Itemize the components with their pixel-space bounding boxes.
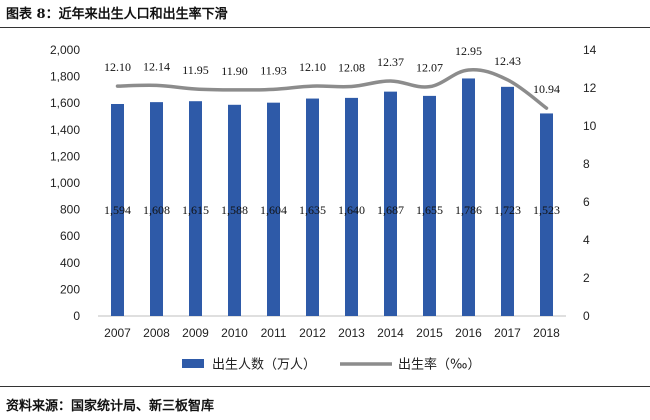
right-tick-label: 2 xyxy=(583,271,590,285)
rate-value-label: 12.37 xyxy=(377,55,404,69)
x-tick-label: 2010 xyxy=(221,326,248,340)
bar xyxy=(306,98,319,316)
rate-value-label: 12.10 xyxy=(104,60,131,74)
rate-value-label: 12.10 xyxy=(299,60,326,74)
left-tick-label: 1,400 xyxy=(50,123,80,137)
rate-value-label: 12.08 xyxy=(338,60,365,74)
x-tick-label: 2007 xyxy=(104,326,131,340)
left-tick-label: 400 xyxy=(60,256,80,270)
bar-value-label: 1,655 xyxy=(416,203,443,217)
right-tick-label: 12 xyxy=(583,81,597,95)
left-tick-label: 1,200 xyxy=(50,149,80,163)
x-tick-label: 2011 xyxy=(261,326,287,340)
bar xyxy=(189,101,202,316)
bar-labels-group: 1,594 1,608 1,615 1,588 1,604 1,635 1,640 1,687… xyxy=(104,203,560,217)
x-axis-ticks: 2007 2008 2009 2010 2011 2012 2013 2014 2015 2016… xyxy=(104,326,560,340)
left-tick-label: 200 xyxy=(60,282,80,296)
x-tick-label: 2009 xyxy=(182,326,209,340)
left-tick-label: 1,000 xyxy=(50,176,80,190)
bar xyxy=(150,102,163,316)
legend-line-label: 出生率（‰） xyxy=(398,357,480,373)
x-tick-label: 2012 xyxy=(299,326,326,340)
birth-rate-line xyxy=(115,67,549,110)
bar xyxy=(423,95,436,316)
rate-value-label: 11.90 xyxy=(221,64,248,78)
right-tick-label: 4 xyxy=(583,233,590,247)
bars-group xyxy=(111,78,553,317)
bar-value-label: 1,640 xyxy=(338,203,365,217)
rate-value-label: 12.07 xyxy=(416,61,443,75)
chart-title: 图表 8：近年来出生人口和出生率下滑 xyxy=(6,7,228,22)
bar xyxy=(267,102,280,316)
right-tick-label: 0 xyxy=(583,309,590,323)
bar xyxy=(384,91,397,316)
bar-value-label: 1,723 xyxy=(494,203,521,217)
left-tick-label: 1,800 xyxy=(50,70,80,84)
rate-value-label: 10.94 xyxy=(533,82,560,96)
right-tick-label: 10 xyxy=(583,119,597,133)
bottom-rule xyxy=(0,386,650,387)
bar xyxy=(228,104,241,317)
left-axis-ticks: 0 200 400 600 800 1,000 1,200 1,400 1,600 1,800 2,… xyxy=(50,43,80,323)
bar xyxy=(540,113,553,316)
bar xyxy=(111,103,124,316)
bar-value-label: 1,523 xyxy=(533,203,560,217)
rate-value-label: 12.14 xyxy=(143,59,170,73)
line-labels-group: 12.10 12.14 11.95 11.90 11.93 12.10 12.08 12.37… xyxy=(104,44,560,96)
legend-bar-swatch xyxy=(182,359,204,368)
x-tick-label: 2014 xyxy=(377,326,404,340)
right-tick-label: 6 xyxy=(583,195,590,209)
bar xyxy=(345,97,358,316)
legend: 出生人数（万人） 出生率（‰） xyxy=(182,357,480,373)
left-tick-label: 600 xyxy=(60,229,80,243)
bar-value-label: 1,604 xyxy=(260,203,287,217)
left-tick-label: 0 xyxy=(73,309,80,323)
x-tick-label: 2016 xyxy=(455,326,482,340)
legend-bar-label: 出生人数（万人） xyxy=(212,358,316,373)
left-tick-label: 800 xyxy=(60,203,80,217)
bar-value-label: 1,594 xyxy=(104,203,131,217)
x-tick-label: 2013 xyxy=(338,326,365,340)
rate-value-label: 11.95 xyxy=(182,63,209,77)
source-note: 资料来源：国家统计局、新三板智库 xyxy=(6,399,215,414)
right-tick-label: 8 xyxy=(583,157,590,171)
x-tick-label: 2008 xyxy=(143,326,170,340)
left-tick-label: 2,000 xyxy=(50,43,80,57)
bar xyxy=(462,78,475,316)
right-tick-label: 14 xyxy=(583,43,597,57)
right-axis-ticks: 0 2 4 6 8 10 12 14 xyxy=(583,43,597,323)
top-rule xyxy=(0,27,650,28)
rate-value-label: 12.43 xyxy=(494,54,521,68)
bar-value-label: 1,687 xyxy=(377,203,404,217)
bar xyxy=(501,86,514,316)
bar-value-label: 1,615 xyxy=(182,203,209,217)
bar-value-label: 1,588 xyxy=(221,203,248,217)
rate-value-label: 11.93 xyxy=(260,63,287,77)
x-tick-label: 2018 xyxy=(533,326,560,340)
left-tick-label: 1,600 xyxy=(50,96,80,110)
bar-value-label: 1,635 xyxy=(299,203,326,217)
x-tick-label: 2015 xyxy=(416,326,443,340)
bar-value-label: 1,786 xyxy=(455,203,482,217)
x-tick-label: 2017 xyxy=(494,326,521,340)
bar-value-label: 1,608 xyxy=(143,203,170,217)
rate-value-label: 12.95 xyxy=(455,44,482,58)
